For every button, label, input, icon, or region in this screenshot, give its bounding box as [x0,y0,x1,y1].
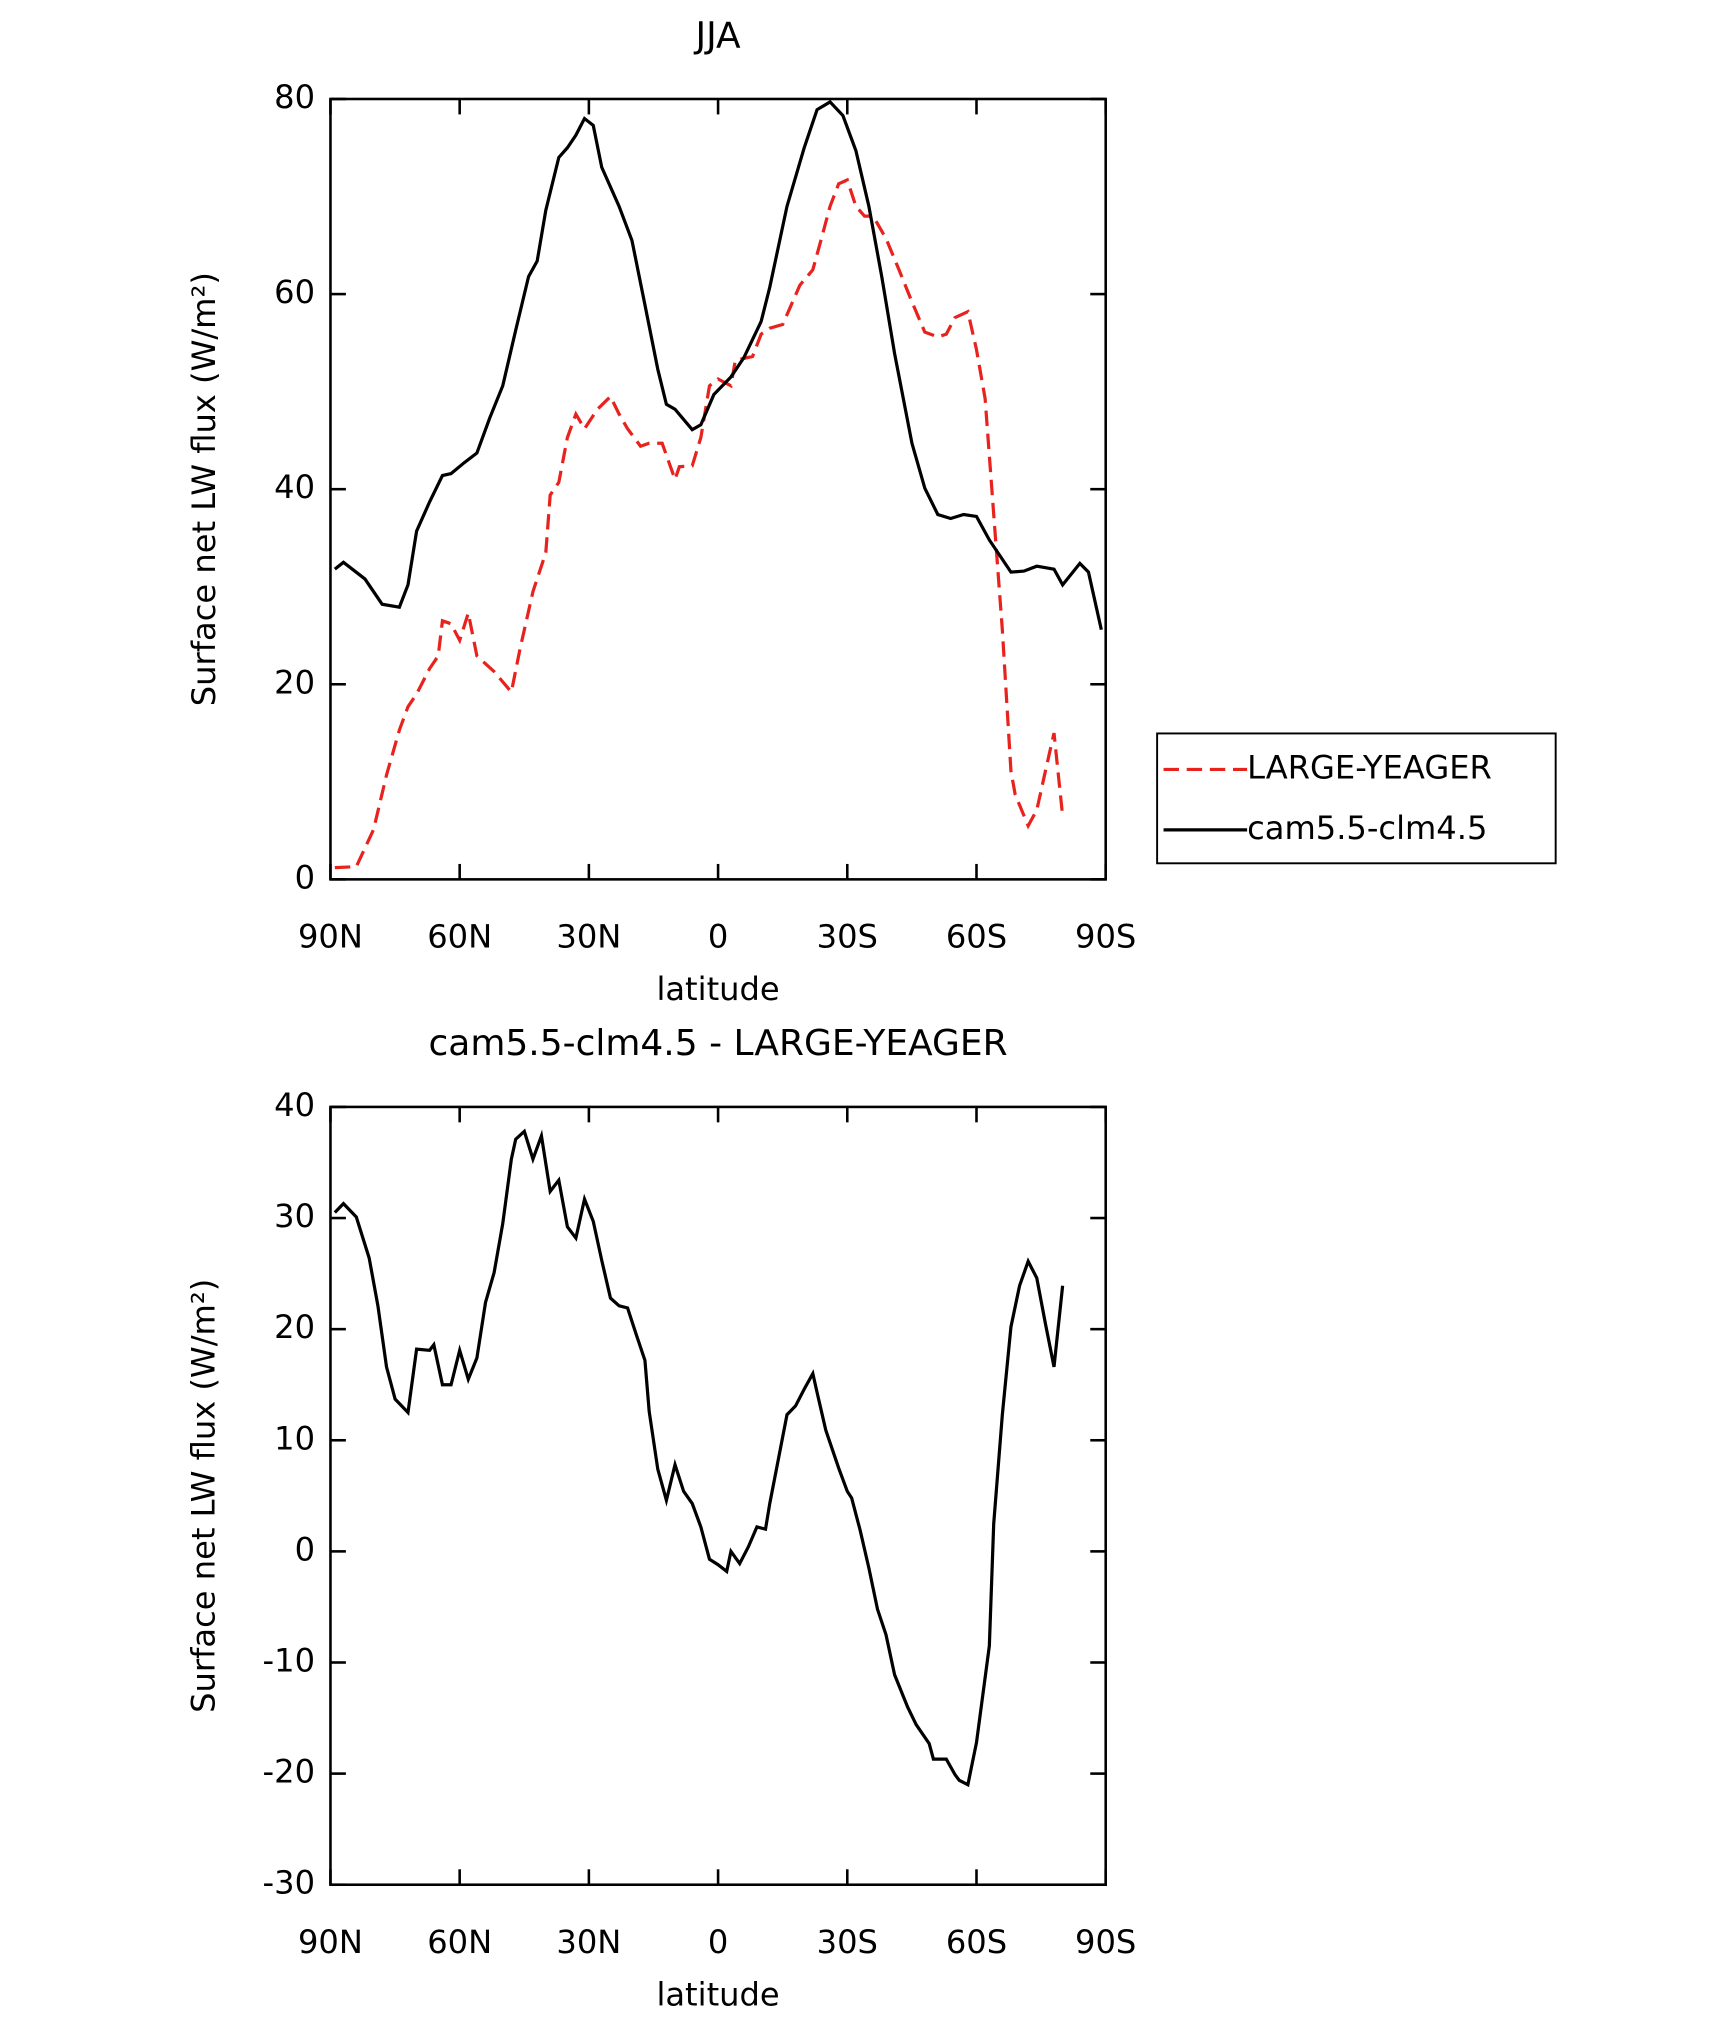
x-axis-label: latitude [656,1976,779,2014]
x-tick-label: 30S [817,1923,878,1961]
y-tick-label: -10 [263,1641,315,1679]
x-tick-label: 90N [298,1923,363,1961]
data-line [334,177,1065,870]
chart-title: cam5.5-clm4.5 - LARGE-YEAGER [428,1023,1007,1064]
x-tick-label: 0 [708,1923,728,1961]
y-tick-label: 40 [274,468,315,506]
legend-label: cam5.5-clm4.5 [1247,809,1487,847]
data-line [333,1128,1065,1788]
y-tick-label: -20 [263,1753,315,1791]
x-tick-label: 30S [817,918,878,956]
x-tick-label: 30N [556,918,621,956]
y-tick-label: 0 [295,858,315,896]
x-tick-label: 60S [946,918,1007,956]
x-tick-label: 60S [946,1923,1007,1961]
x-axis-label: latitude [656,970,779,1008]
plot-frame [329,97,1107,881]
x-tick-label: 30N [556,1923,621,1961]
legend-label: LARGE-YEAGER [1247,748,1492,786]
data-line [333,99,1103,631]
x-tick-label: 60N [427,918,492,956]
legend-box [1156,732,1557,865]
y-tick-label: 20 [274,663,315,701]
y-tick-label: 40 [274,1086,315,1124]
y-tick-label: -30 [263,1864,315,1902]
chart-title: JJA [693,15,741,56]
y-tick-label: 60 [274,273,315,311]
y-tick-label: 80 [274,78,315,116]
y-axis-label: Surface net LW flux (W/m²) [185,272,223,706]
x-tick-label: 90S [1075,1923,1136,1961]
x-tick-label: 90S [1075,918,1136,956]
plot-frame [329,1105,1107,1887]
y-tick-label: 20 [274,1308,315,1346]
y-axis-label: Surface net LW flux (W/m²) [185,1279,223,1713]
x-tick-label: 60N [427,1923,492,1961]
y-tick-label: 30 [274,1197,315,1235]
x-tick-label: 0 [708,918,728,956]
y-tick-label: 10 [274,1419,315,1457]
y-tick-label: 0 [295,1530,315,1568]
x-tick-label: 90N [298,918,363,956]
